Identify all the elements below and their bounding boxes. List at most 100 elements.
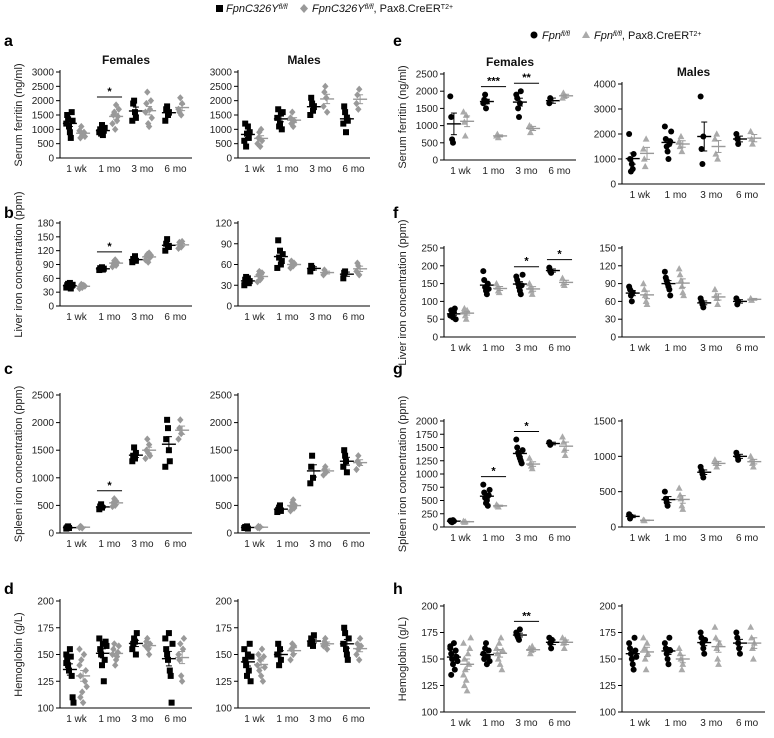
data-point [640, 155, 648, 162]
data-point [109, 502, 116, 511]
data-point [164, 651, 171, 658]
y-tick-label: 3000 [210, 68, 233, 79]
y-tick-label: 0 [432, 523, 438, 534]
data-point [675, 137, 683, 145]
y-tick-label: 120 [599, 261, 616, 272]
x-tick-label: 3 mo [309, 539, 332, 550]
x-tick-label: 1 wk [450, 343, 472, 354]
data-point [248, 653, 255, 660]
data-point [175, 435, 182, 443]
panel-letter: b [4, 205, 14, 222]
data-point [482, 91, 489, 98]
x-tick-label: 1 wk [66, 312, 88, 323]
data-point [733, 629, 740, 636]
data-point [493, 644, 500, 651]
panel-letter: g [393, 361, 403, 378]
data-point [165, 630, 172, 637]
x-tick-label: 1 wk [450, 166, 472, 177]
data-point [713, 130, 721, 137]
data-point [96, 635, 103, 642]
data-point [144, 88, 151, 96]
x-tick-label: 6 mo [548, 166, 571, 177]
data-point [244, 123, 251, 130]
data-point [175, 105, 182, 113]
data-point [287, 507, 294, 515]
y-tick-label: 100 [215, 704, 232, 715]
x-tick-label: 3 mo [309, 164, 332, 175]
data-point [461, 681, 468, 689]
data-point [178, 111, 185, 119]
data-point [246, 640, 253, 647]
panel-b-females: b Liver iron concentration (ppm) 0 30 60 90 12… [4, 191, 192, 338]
data-point [675, 644, 683, 651]
x-tick-label: 3 mo [700, 533, 723, 544]
data-point [676, 650, 684, 657]
data-point [115, 642, 122, 650]
y-tick-label: 2000 [32, 96, 55, 107]
data-point [513, 436, 520, 443]
data-point [679, 505, 687, 512]
x-tick-label: 6 mo [342, 312, 365, 323]
data-point [274, 114, 281, 121]
y-tick-label: 750 [421, 483, 438, 494]
legend-right: Fpnfl/fl Fpnfl/fl, Pax8.CreERT2+ [530, 30, 701, 42]
y-tick-label: 0 [610, 333, 616, 344]
data-point [67, 134, 74, 141]
data-point [661, 123, 668, 130]
data-point [464, 650, 472, 657]
data-point [165, 425, 171, 432]
y-tick-label: 2000 [210, 96, 233, 107]
data-point [131, 444, 138, 451]
data-point [483, 291, 490, 298]
panel-letter: e [393, 33, 402, 50]
data-point [323, 108, 331, 116]
data-point [145, 650, 153, 659]
data-point [68, 672, 75, 679]
x-tick-label: 6 mo [548, 533, 571, 544]
data-point [83, 683, 90, 691]
data-point [144, 435, 151, 443]
panel-letter: a [4, 33, 13, 50]
data-point [664, 148, 671, 155]
data-point [320, 471, 327, 479]
data-point [518, 460, 525, 467]
data-point [76, 661, 83, 669]
x-tick-label: 6 mo [736, 343, 759, 354]
data-point [98, 651, 105, 658]
data-point [665, 156, 672, 162]
x-tick-label: 1 mo [98, 714, 121, 725]
y-tick-label: 0 [48, 529, 54, 540]
data-point [356, 656, 363, 664]
data-point [245, 667, 252, 674]
data-point [287, 114, 294, 122]
data-point [355, 105, 362, 113]
data-point [99, 132, 106, 139]
data-point [177, 94, 184, 102]
y-tick-label: 3000 [594, 105, 617, 116]
data-point [111, 640, 118, 648]
data-point [460, 108, 467, 115]
data-point [450, 139, 456, 146]
data-point [132, 651, 139, 658]
data-point [275, 237, 282, 244]
x-tick-label: 3 mo [515, 718, 538, 729]
data-point [626, 131, 633, 137]
x-tick-label: 6 mo [164, 312, 187, 323]
panel-e-females: e Females Serum ferritin (ng/ml) 0 500 1000 15… [393, 33, 576, 177]
panel-g-females: g Spleen iron concentration (ppm) 0 250 500 7… [393, 361, 576, 552]
data-point [713, 644, 721, 651]
y-tick-label: 3000 [32, 68, 55, 79]
data-point [132, 253, 138, 260]
data-point [676, 271, 684, 278]
data-point [517, 88, 524, 95]
data-point [98, 501, 105, 508]
data-point [528, 465, 536, 472]
data-point [734, 634, 741, 641]
y-tick-label: 2000 [594, 130, 617, 141]
data-point [162, 635, 169, 642]
data-point [460, 639, 467, 646]
data-point [497, 634, 505, 641]
x-tick-label: 1 mo [276, 714, 299, 725]
data-point [277, 261, 284, 268]
y-tick-label: 0 [48, 302, 54, 313]
